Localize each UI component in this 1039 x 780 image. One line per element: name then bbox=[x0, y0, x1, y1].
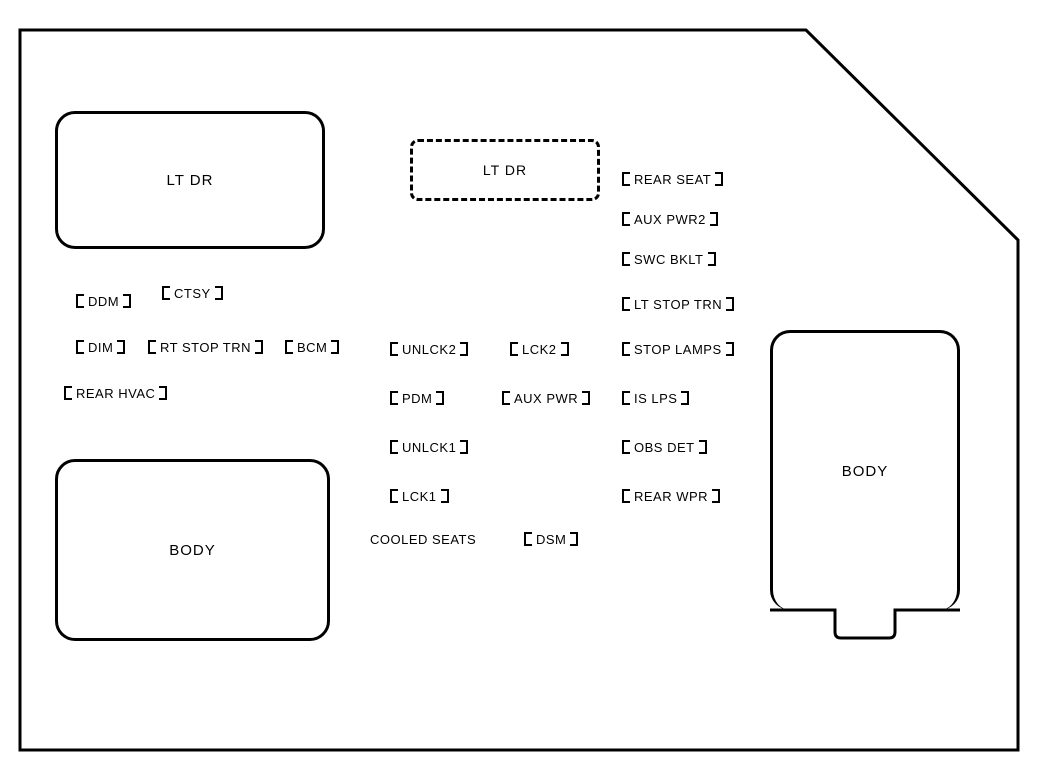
bracket-right-icon bbox=[436, 391, 444, 405]
box-lt-dr-main: LT DR bbox=[55, 111, 325, 249]
fuse-stop-lamps-label: STOP LAMPS bbox=[632, 342, 724, 357]
bracket-left-icon bbox=[390, 489, 398, 503]
fuse-ddm: DDM bbox=[74, 292, 133, 310]
fuse-pdm-label: PDM bbox=[400, 391, 434, 406]
fuse-rear-wpr-label: REAR WPR bbox=[632, 489, 710, 504]
bracket-right-icon bbox=[117, 340, 125, 354]
bracket-left-icon bbox=[390, 440, 398, 454]
fuse-bcm: BCM bbox=[283, 338, 341, 356]
box-lt-dr-main-label: LT DR bbox=[167, 172, 214, 189]
bracket-left-icon bbox=[622, 440, 630, 454]
fuse-unlck2-label: UNLCK2 bbox=[400, 342, 458, 357]
fuse-ctsy-label: CTSY bbox=[172, 286, 213, 301]
fuse-lck1-label: LCK1 bbox=[400, 489, 439, 504]
fuse-bcm-label: BCM bbox=[295, 340, 329, 355]
bracket-left-icon bbox=[148, 340, 156, 354]
bracket-right-icon bbox=[561, 342, 569, 356]
fuse-stop-lamps: STOP LAMPS bbox=[620, 340, 736, 358]
bracket-right-icon bbox=[570, 532, 578, 546]
fuse-rt-stop-trn: RT STOP TRN bbox=[146, 338, 265, 356]
fuse-rt-stop-trn-label: RT STOP TRN bbox=[158, 340, 253, 355]
fuse-is-lps-label: IS LPS bbox=[632, 391, 679, 406]
fuse-dim: DIM bbox=[74, 338, 127, 356]
bracket-right-icon bbox=[726, 342, 734, 356]
fuse-rear-seat-label: REAR SEAT bbox=[632, 172, 713, 187]
bracket-left-icon bbox=[622, 252, 630, 266]
bracket-right-icon bbox=[159, 386, 167, 400]
bracket-left-icon bbox=[622, 212, 630, 226]
bracket-right-icon bbox=[255, 340, 263, 354]
bracket-left-icon bbox=[162, 286, 170, 300]
bracket-right-icon bbox=[708, 252, 716, 266]
fuse-swc-bklt: SWC BKLT bbox=[620, 250, 718, 268]
box-body-right-label: BODY bbox=[842, 463, 889, 480]
bracket-right-icon bbox=[712, 489, 720, 503]
bracket-right-icon bbox=[215, 286, 223, 300]
bracket-left-icon bbox=[622, 172, 630, 186]
fuse-swc-bklt-label: SWC BKLT bbox=[632, 252, 706, 267]
box-body-left: BODY bbox=[55, 459, 330, 641]
bracket-left-icon bbox=[76, 340, 84, 354]
fuse-rear-wpr: REAR WPR bbox=[620, 487, 722, 505]
bracket-left-icon bbox=[622, 342, 630, 356]
bracket-left-icon bbox=[390, 342, 398, 356]
bracket-right-icon bbox=[331, 340, 339, 354]
fuse-aux-pwr: AUX PWR bbox=[500, 389, 592, 407]
bracket-right-icon bbox=[715, 172, 723, 186]
box-lt-dr-dashed-label: LT DR bbox=[483, 162, 527, 178]
box-body-right-tab bbox=[765, 607, 965, 647]
fuse-unlck2: UNLCK2 bbox=[388, 340, 470, 358]
fuse-is-lps: IS LPS bbox=[620, 389, 691, 407]
bracket-right-icon bbox=[460, 342, 468, 356]
fuse-ddm-label: DDM bbox=[86, 294, 121, 309]
bracket-right-icon bbox=[441, 489, 449, 503]
bracket-left-icon bbox=[76, 294, 84, 308]
fuse-dsm: DSM bbox=[522, 530, 580, 548]
fuse-lck1: LCK1 bbox=[388, 487, 451, 505]
fuse-lck2: LCK2 bbox=[508, 340, 571, 358]
fuse-lt-stop-trn-label: LT STOP TRN bbox=[632, 297, 724, 312]
bracket-left-icon bbox=[524, 532, 532, 546]
bracket-left-icon bbox=[502, 391, 510, 405]
bracket-left-icon bbox=[285, 340, 293, 354]
bracket-right-icon bbox=[710, 212, 718, 226]
fuse-unlck1: UNLCK1 bbox=[388, 438, 470, 456]
fuse-box-diagram: LT DR BODY BODY LT DR REAR SEAT AUX PWR2 S… bbox=[0, 0, 1039, 780]
fuse-aux-pwr2-label: AUX PWR2 bbox=[632, 212, 708, 227]
bracket-left-icon bbox=[64, 386, 72, 400]
fuse-dsm-label: DSM bbox=[534, 532, 568, 547]
fuse-rear-seat: REAR SEAT bbox=[620, 170, 725, 188]
fuse-cooled-seats: COOLED SEATS bbox=[370, 530, 476, 548]
bracket-left-icon bbox=[390, 391, 398, 405]
fuse-cooled-seats-label: COOLED SEATS bbox=[370, 532, 476, 547]
fuse-rear-hvac-label: REAR HVAC bbox=[74, 386, 157, 401]
fuse-aux-pwr-label: AUX PWR bbox=[512, 391, 580, 406]
bracket-right-icon bbox=[726, 297, 734, 311]
fuse-rear-hvac: REAR HVAC bbox=[62, 384, 169, 402]
fuse-obs-det: OBS DET bbox=[620, 438, 709, 456]
bracket-right-icon bbox=[699, 440, 707, 454]
fuse-lt-stop-trn: LT STOP TRN bbox=[620, 295, 736, 313]
bracket-right-icon bbox=[582, 391, 590, 405]
bracket-left-icon bbox=[622, 489, 630, 503]
fuse-ctsy: CTSY bbox=[160, 284, 225, 302]
bracket-right-icon bbox=[123, 294, 131, 308]
bracket-left-icon bbox=[622, 297, 630, 311]
fuse-obs-det-label: OBS DET bbox=[632, 440, 697, 455]
fuse-lck2-label: LCK2 bbox=[520, 342, 559, 357]
box-body-right: BODY bbox=[770, 330, 960, 610]
bracket-left-icon bbox=[510, 342, 518, 356]
fuse-dim-label: DIM bbox=[86, 340, 115, 355]
fuse-pdm: PDM bbox=[388, 389, 446, 407]
fuse-unlck1-label: UNLCK1 bbox=[400, 440, 458, 455]
fuse-aux-pwr2: AUX PWR2 bbox=[620, 210, 720, 228]
bracket-left-icon bbox=[622, 391, 630, 405]
bracket-right-icon bbox=[460, 440, 468, 454]
box-body-left-label: BODY bbox=[169, 542, 216, 559]
bracket-right-icon bbox=[681, 391, 689, 405]
box-lt-dr-dashed: LT DR bbox=[410, 139, 600, 201]
